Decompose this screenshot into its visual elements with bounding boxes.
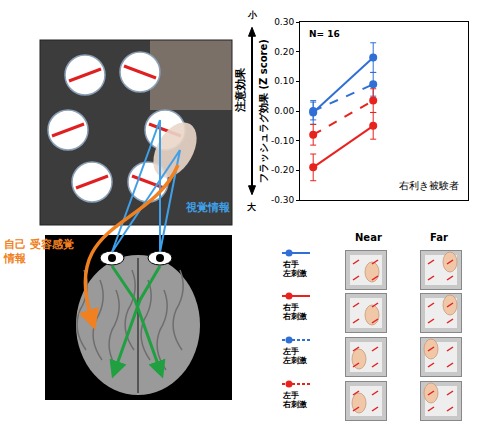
svg-text:小: 小: [247, 10, 258, 20]
svg-text:大: 大: [247, 202, 257, 212]
svg-text:-0.10: -0.10: [271, 136, 295, 146]
html-text:左手 左刺激: 左手 左刺激: [283, 347, 307, 365]
svg-text:0.30: 0.30: [274, 17, 294, 27]
html-text:情報: 情報: [4, 252, 26, 265]
html-text:Far: Far: [430, 232, 448, 243]
svg-text:注意効果: 注意効果: [234, 67, 247, 113]
svg-text:0.00: 0.00: [274, 106, 294, 116]
html-text:自己 受容感覚: 自己 受容感覚: [4, 238, 74, 251]
html-text:右手 右刺激: 右手 右刺激: [283, 303, 307, 321]
svg-text:右利き被験者: 右利き被験者: [399, 180, 459, 191]
svg-text:-0.30: -0.30: [271, 195, 295, 205]
svg-text:フラッシュラグ効果 (Z score): フラッシュラグ効果 (Z score): [258, 39, 269, 183]
svg-text:0.10: 0.10: [274, 76, 294, 86]
html-text:視覚情報: 視覚情報: [186, 201, 230, 214]
html-text:右手 左刺激: 右手 左刺激: [283, 260, 307, 278]
html-text:左手 右刺激: 左手 右刺激: [283, 391, 307, 409]
svg-text:0.20: 0.20: [274, 47, 294, 57]
svg-text:-0.20: -0.20: [271, 165, 295, 175]
html-text:Near: Near: [355, 232, 382, 243]
svg-text:N= 16: N= 16: [309, 29, 340, 39]
